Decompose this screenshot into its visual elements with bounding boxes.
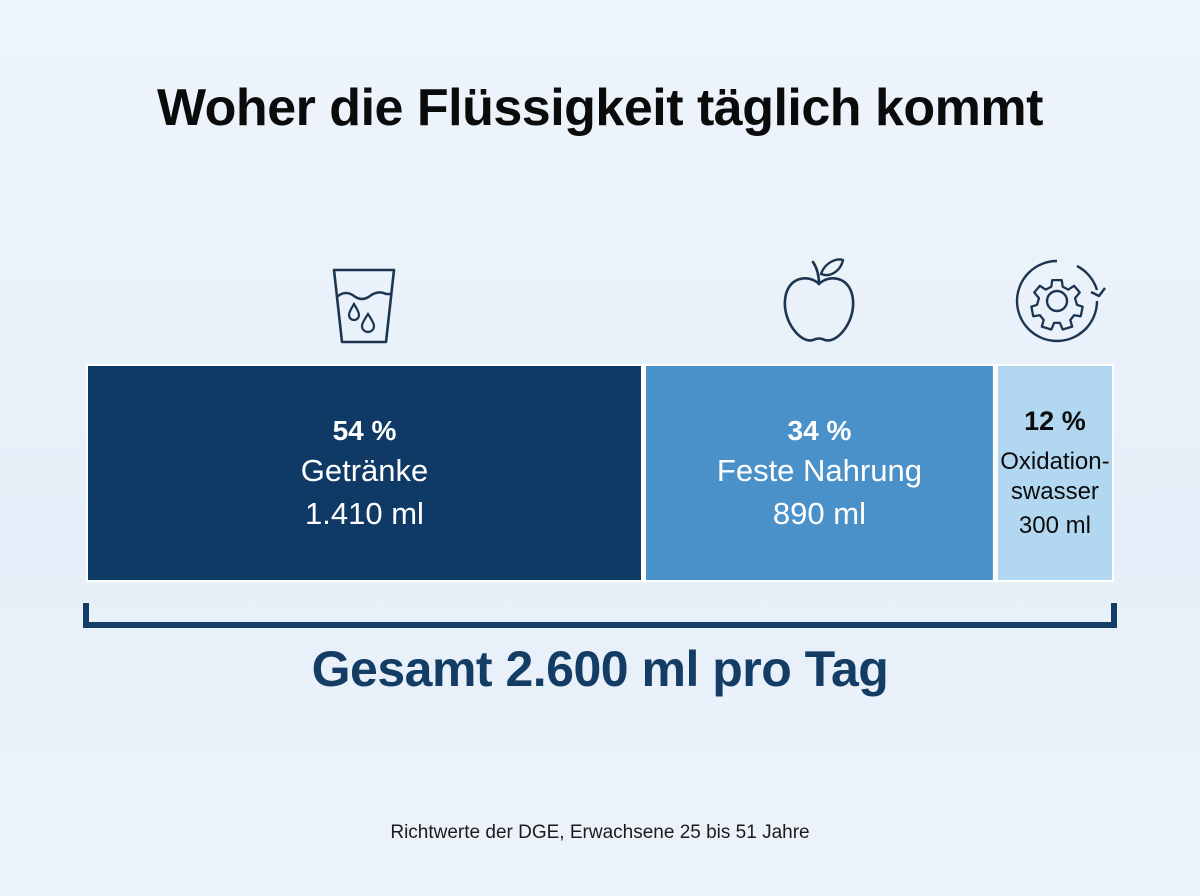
segment-percent: 34 % <box>787 414 852 446</box>
water-glass-icon <box>324 266 404 348</box>
total-label: Gesamt 2.600 ml pro Tag <box>311 641 889 697</box>
source-note: Richtwerte der DGE, Erwachsene 25 bis 51… <box>390 822 810 843</box>
segment-name: Getränke <box>300 452 429 488</box>
total-bracket <box>83 603 1117 628</box>
segment-label-group: 12 % Oxidation-swasser 300 ml <box>998 366 1112 580</box>
segment-percent: 12 % <box>1024 406 1086 437</box>
segment-name: Feste Nahrung <box>716 452 922 488</box>
apple-icon <box>779 256 859 346</box>
segment-label-group: 34 % Feste Nahrung 890 ml <box>646 366 993 580</box>
segment-value: 1.410 ml <box>305 495 424 531</box>
segment-percent: 54 % <box>332 414 397 446</box>
segment-label-group: 54 % Getränke 1.410 ml <box>88 366 641 580</box>
bar-segment <box>645 366 993 580</box>
bar-segment <box>88 366 641 580</box>
segment-value: 300 ml <box>1018 511 1091 539</box>
gear-cycle-icon <box>1013 256 1113 346</box>
segment-name: Oxidation- <box>1000 447 1110 475</box>
segment-value: 890 ml <box>772 495 866 531</box>
bar-segment <box>997 366 1112 580</box>
segment-name: swasser <box>1010 477 1099 505</box>
chart-title: Woher die Flüssigkeit täglich kommt <box>157 79 1043 137</box>
